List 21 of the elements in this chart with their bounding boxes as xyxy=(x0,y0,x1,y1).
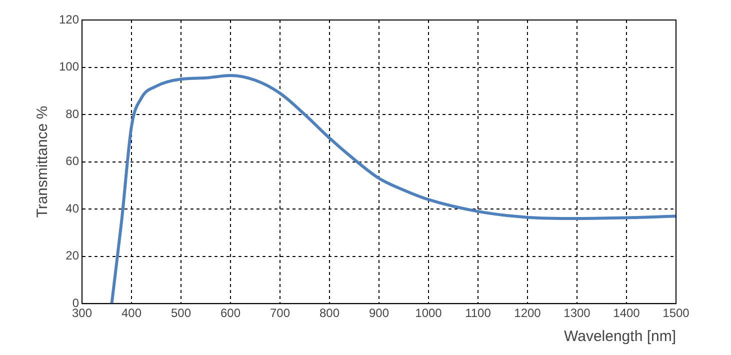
y-axis-title: Transmittance % xyxy=(34,106,52,218)
x-tick-label: 1000 xyxy=(415,306,442,320)
x-tick-label: 1100 xyxy=(465,306,492,320)
x-tick-label: 600 xyxy=(220,306,241,320)
x-tick-label: 1200 xyxy=(514,306,542,320)
x-axis-title: Wavelength [nm] xyxy=(564,328,676,346)
y-tick-label: 60 xyxy=(66,154,80,168)
y-tick-label: 120 xyxy=(58,12,80,26)
x-tick-label: 1300 xyxy=(564,306,591,320)
y-tick-label: 100 xyxy=(58,60,80,74)
x-tick-label: 700 xyxy=(270,306,290,320)
y-tick-label: 40 xyxy=(66,201,80,216)
y-tick-label: 20 xyxy=(66,248,80,263)
x-tick-label: 1400 xyxy=(613,306,640,320)
x-tick-label: 800 xyxy=(319,306,340,320)
x-tick-label: 900 xyxy=(368,306,390,320)
y-tick-label: 80 xyxy=(66,106,80,121)
line-series xyxy=(110,74,676,304)
x-tick-label: 400 xyxy=(122,306,142,320)
x-tick-label: 500 xyxy=(171,306,192,320)
x-tick-label: 1500 xyxy=(662,306,690,320)
